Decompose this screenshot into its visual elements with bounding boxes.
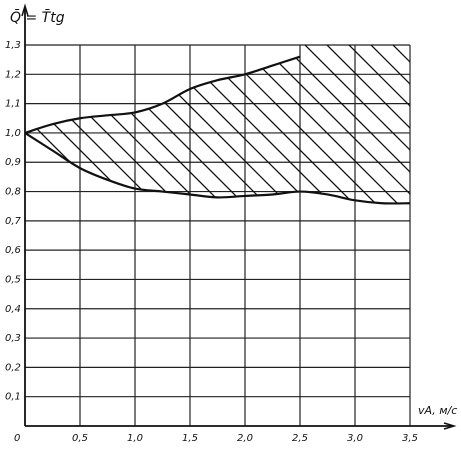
y-tick-label: 1,0 xyxy=(5,128,21,139)
x-tick-label: 1,0 xyxy=(127,433,143,444)
y-tick-label: 1,2 xyxy=(5,69,21,80)
hatch-line xyxy=(25,45,383,204)
y-tick-label: 0,4 xyxy=(5,304,21,315)
hatch-line xyxy=(25,45,229,204)
y-tick-label: 0,7 xyxy=(5,216,22,227)
hatch-line xyxy=(25,45,339,204)
y-tick-label: 0,8 xyxy=(5,187,21,198)
x-tick-label: 2,0 xyxy=(237,433,253,444)
x-tick-label: 3,0 xyxy=(347,433,363,444)
hatch-line xyxy=(391,45,410,204)
hatch-line xyxy=(215,45,410,204)
hatch-line xyxy=(193,45,410,204)
y-tick-label: 0,2 xyxy=(5,362,21,373)
y-tick-label: 0,3 xyxy=(5,333,21,344)
hatch-line xyxy=(25,45,405,204)
hatch-line xyxy=(127,45,410,204)
tick-labels: 0,1 0,2 0,3 0,4 0,5 0,6 0,7 0,8 0,9 1,0 1,1 1,2 1,3 0… xyxy=(5,40,418,444)
hatch-line xyxy=(25,45,273,204)
hatch-line xyxy=(25,45,141,204)
hatch-line xyxy=(414,0,461,452)
x-tick-label: 2,5 xyxy=(292,433,308,444)
hatch-line xyxy=(347,45,410,204)
hatch-line xyxy=(25,45,251,204)
axes xyxy=(21,3,457,430)
x-axis-arrow xyxy=(443,422,457,430)
x-tick-label: 1,5 xyxy=(182,433,198,444)
hatch-line xyxy=(325,45,410,204)
hatch-line xyxy=(436,0,461,452)
hatch-line xyxy=(237,45,410,204)
y-tick-label: 0,6 xyxy=(5,245,21,256)
curves xyxy=(24,55,411,205)
hatch-line xyxy=(259,45,410,204)
y-tick-label: 0,5 xyxy=(5,274,21,285)
lower-bound-curve xyxy=(24,131,411,205)
x-tick-label: 3,5 xyxy=(402,433,418,444)
hatch-line xyxy=(303,45,410,204)
upper-bound-curve xyxy=(24,55,301,134)
y-tick-label: 1,1 xyxy=(5,99,21,110)
x-axis-label: vA, м/с xyxy=(418,404,457,417)
grid xyxy=(25,44,411,426)
hatch-line xyxy=(25,45,207,204)
hatch-line xyxy=(281,45,410,204)
y-tick-label: 0,9 xyxy=(5,157,21,168)
y-tick-label: 1,3 xyxy=(5,40,21,51)
hatch-line xyxy=(25,45,185,204)
y-axis-label: Q̄ = T̄tg xyxy=(10,8,65,26)
hatch-line xyxy=(171,45,410,204)
y-axis-arrow xyxy=(21,3,29,17)
hatch-line xyxy=(83,45,410,204)
origin-label: 0 xyxy=(14,433,20,444)
hatch-line xyxy=(61,45,410,204)
hatch-line xyxy=(369,45,410,204)
hatch-line xyxy=(25,45,410,204)
hatch-line xyxy=(39,45,410,204)
hatch-line xyxy=(25,45,410,204)
x-tick-label: 0,5 xyxy=(72,433,88,444)
hatch-line xyxy=(25,45,295,204)
y-tick-label: 0,1 xyxy=(5,392,21,403)
